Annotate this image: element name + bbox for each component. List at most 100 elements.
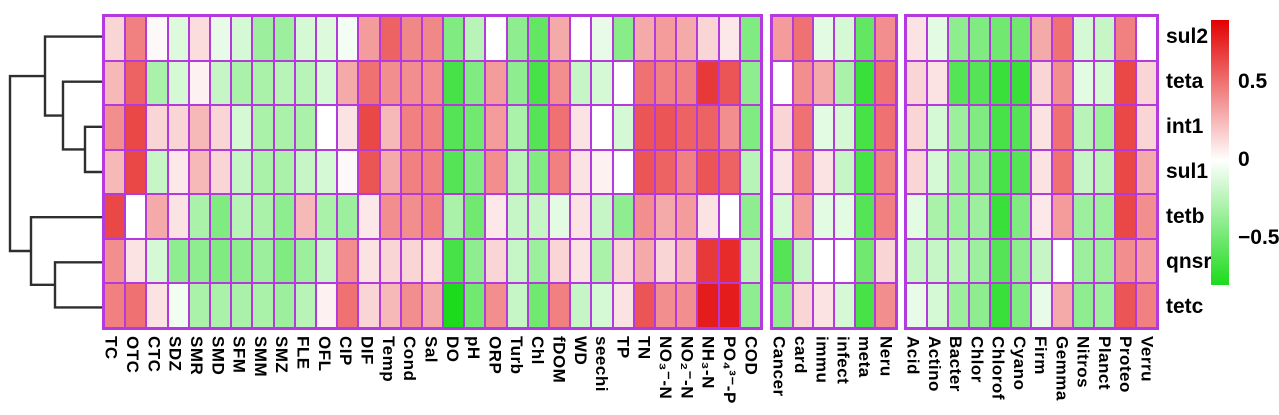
heatmap-cell <box>209 283 232 328</box>
heatmap-cell <box>400 105 422 150</box>
heatmap-cell <box>527 283 550 328</box>
heatmap-cell <box>813 149 834 195</box>
heatmap-cell <box>1136 283 1157 328</box>
column-label: NO₃⁻-N <box>656 336 676 400</box>
heatmap-cell <box>968 105 990 150</box>
heatmap-cell <box>1052 194 1074 239</box>
heatmap-cell <box>485 60 507 106</box>
heatmap-cell <box>506 194 528 239</box>
heatmap-cell <box>926 105 948 150</box>
heatmap-cell <box>231 238 253 284</box>
heatmap-cell <box>400 60 422 106</box>
column-label: immu <box>812 336 832 384</box>
heatmap-cell <box>549 194 571 239</box>
heatmap-cell <box>252 194 274 239</box>
heatmap-cell <box>813 283 834 328</box>
heatmap-cell <box>591 60 613 106</box>
heatmap-cell <box>1031 283 1053 328</box>
row-dendrogram <box>8 35 103 309</box>
column-label: Nitros <box>1073 336 1093 389</box>
heatmap-cell <box>231 60 253 106</box>
heatmap-cell <box>1031 149 1053 195</box>
heatmap-cell <box>854 238 876 284</box>
heatmap-cell <box>188 105 210 150</box>
heatmap-cell <box>421 105 444 150</box>
column-label: TN <box>634 336 654 360</box>
heatmap-cell <box>146 149 168 195</box>
heatmap-cell <box>792 16 814 61</box>
heatmap-cell <box>697 238 719 284</box>
heatmap-cell <box>792 194 814 239</box>
heatmap-cell <box>294 105 316 150</box>
heatmap-cell <box>655 194 677 239</box>
heatmap-cell <box>792 149 814 195</box>
heatmap-cell <box>167 105 189 150</box>
heatmap-cell <box>739 16 761 61</box>
column-label: Firm <box>1031 336 1051 375</box>
heatmap-cell <box>358 16 380 61</box>
heatmap-cell <box>813 194 834 239</box>
heatmap-cell <box>875 105 896 150</box>
heatmap-cell <box>358 194 380 239</box>
heatmap-cell <box>104 283 126 328</box>
heatmap-cell <box>697 16 719 61</box>
heatmap-cell <box>772 283 793 328</box>
heatmap-cell <box>252 60 274 106</box>
heatmap-cell <box>570 194 592 239</box>
heatmap-cell <box>906 238 927 284</box>
heatmap-cell <box>906 16 927 61</box>
heatmap-cell <box>358 238 380 284</box>
heatmap-cell <box>1136 105 1157 150</box>
heatmap-cell <box>633 283 656 328</box>
heatmap-cell <box>968 283 990 328</box>
heatmap-cell <box>676 105 698 150</box>
column-label: fDOM <box>549 336 569 384</box>
heatmap-cell <box>231 283 253 328</box>
heatmap-cell <box>989 105 1011 150</box>
heatmap-cell <box>968 238 990 284</box>
column-label: card <box>791 336 810 374</box>
heatmap-cell <box>443 238 465 284</box>
heatmap-cell <box>926 16 948 61</box>
column-label: ORP <box>485 336 505 375</box>
heatmap-cell <box>188 16 210 61</box>
column-label: NO₂⁻-N <box>677 336 697 399</box>
heatmap-cell <box>926 238 948 284</box>
heatmap-cell <box>421 149 444 195</box>
heatmap-cell <box>633 16 656 61</box>
heatmap-cell <box>273 149 295 195</box>
heatmap-cell <box>337 60 359 106</box>
column-label: Actino <box>924 336 944 392</box>
column-label: Turb <box>506 336 526 375</box>
heatmap-cell <box>125 238 147 284</box>
column-label: Temp <box>378 336 398 383</box>
heatmap-cell <box>772 60 793 106</box>
heatmap-cell <box>655 238 677 284</box>
heatmap-cell <box>231 16 253 61</box>
heatmap-cell <box>506 238 528 284</box>
heatmap-cell <box>697 194 719 239</box>
heatmap-cell <box>252 238 274 284</box>
heatmap-cell <box>273 16 295 61</box>
heatmap-cell <box>1073 283 1095 328</box>
heatmap-cell <box>833 283 855 328</box>
heatmap-cell <box>421 238 444 284</box>
heatmap-cell <box>527 60 550 106</box>
heatmap-cell <box>570 283 592 328</box>
heatmap-cell <box>676 149 698 195</box>
heatmap-cell <box>906 60 927 106</box>
heatmap-cell <box>739 149 761 195</box>
column-label: seechi <box>592 336 612 392</box>
heatmap-cell <box>104 16 126 61</box>
heatmap-cell <box>655 283 677 328</box>
heatmap-cell <box>1115 16 1137 61</box>
heatmap-cell <box>506 60 528 106</box>
heatmap-cell <box>612 283 634 328</box>
heatmap-cell <box>400 194 422 239</box>
column-label: Bacter <box>946 336 966 392</box>
heatmap-cell <box>400 149 422 195</box>
column-label: FLE <box>293 336 313 370</box>
column-label: Chl <box>528 336 548 365</box>
column-label: OFL <box>314 336 334 372</box>
